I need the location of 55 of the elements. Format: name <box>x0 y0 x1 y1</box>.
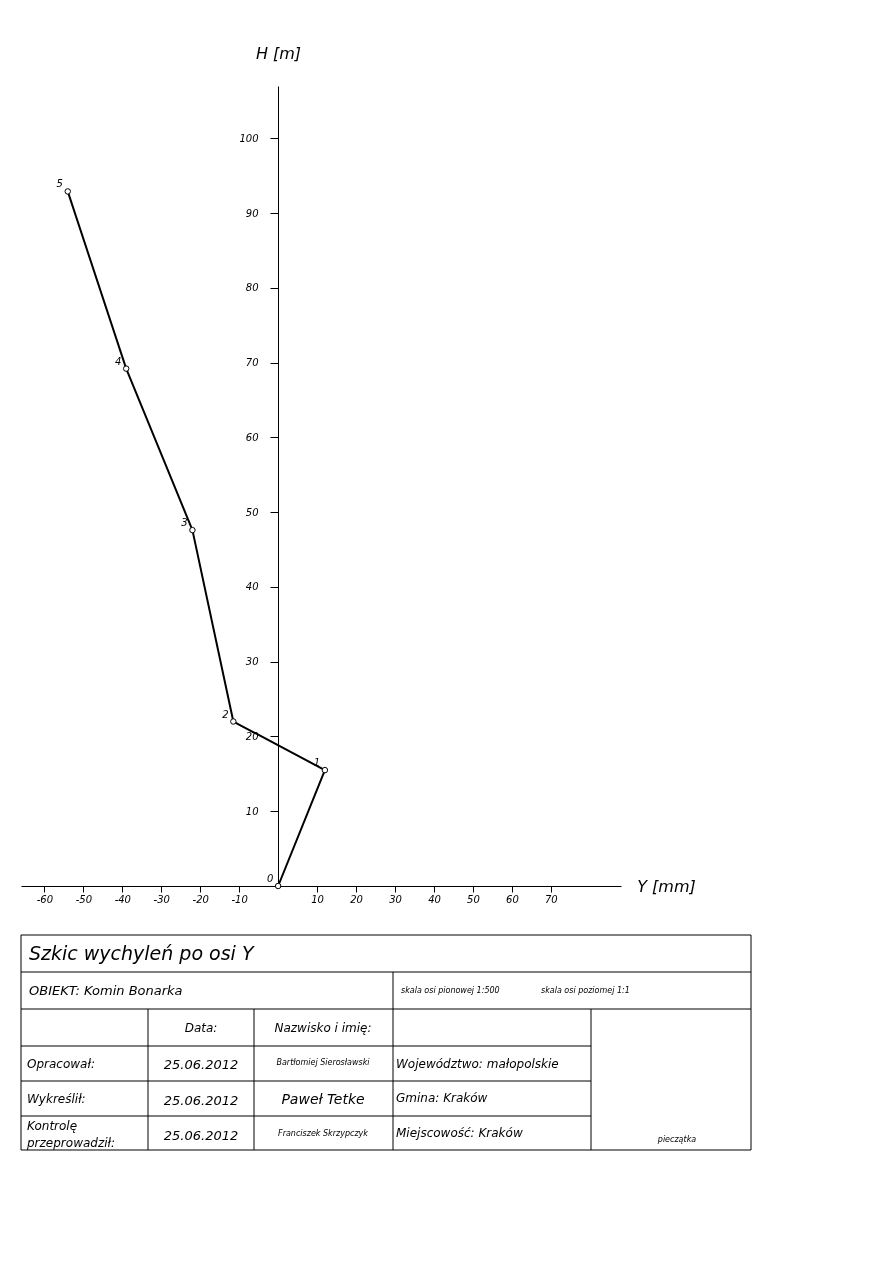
x-tick-label: 70 <box>545 893 558 905</box>
y-tick-label: 10 <box>245 805 259 817</box>
y-tick-label: 20 <box>245 730 259 742</box>
y-tick-label: 30 <box>245 656 259 668</box>
x-tick-label: -20 <box>192 893 209 905</box>
x-tick-label: 30 <box>389 893 402 905</box>
y-tick-label: 90 <box>245 207 259 219</box>
text: skala osi poziomej 1:1 <box>541 986 630 995</box>
point <box>321 766 329 774</box>
annotation: 0 <box>266 873 274 884</box>
text: Paweł Tetke <box>281 1091 365 1107</box>
text: Opracował: <box>27 1057 95 1071</box>
point <box>274 882 282 890</box>
x-tick-label: -50 <box>75 893 93 905</box>
text: Franciszek Skrzypczyk <box>278 1129 369 1138</box>
annotation: 2 <box>222 708 229 720</box>
x-tick-label: 40 <box>428 893 441 905</box>
x-tick-label: -60 <box>36 893 54 905</box>
y-axis-title: H [m] <box>255 43 302 63</box>
y-tick-label: 40 <box>245 581 259 593</box>
point <box>189 526 196 534</box>
x-axis-title: Y [mm] <box>637 876 696 896</box>
text: Data: <box>184 1021 218 1035</box>
x-tick-label: -10 <box>231 893 248 905</box>
point <box>122 365 130 372</box>
text: Kontrolę przeprowadził: <box>26 1118 116 1150</box>
text: Bartłomiej Sierosławski <box>276 1058 371 1067</box>
x-tick-label: 50 <box>467 893 480 905</box>
y-tick-label: 50 <box>245 506 259 518</box>
text: 25.06.2012 <box>163 1093 239 1108</box>
y-tick-label: 70 <box>245 357 259 369</box>
point <box>230 718 237 725</box>
x-tick-label: 60 <box>506 893 519 905</box>
text: Gmina: Kraków <box>396 1091 488 1105</box>
x-tick-label: -40 <box>114 893 131 905</box>
y-tick-label: 100 <box>239 132 259 144</box>
y-tick-label: 60 <box>245 431 259 443</box>
text: Miejscowość: Kraków <box>396 1126 523 1140</box>
text: OBIEKT: Komin Bonarka <box>29 983 183 998</box>
text: 25.06.2012 <box>163 1128 239 1143</box>
text: Województwo: małopolskie <box>396 1057 559 1071</box>
text: skala osi pionowej 1:500 <box>401 986 500 995</box>
text: Nazwisko i imię: <box>274 1021 372 1035</box>
x-tick-label: 20 <box>350 893 363 905</box>
annotation: 3 <box>181 517 188 529</box>
x-tick-label: 10 <box>311 893 324 905</box>
text: Wykreślił: <box>27 1092 86 1106</box>
annotation: 4 <box>115 355 122 367</box>
point <box>64 188 71 195</box>
y-tick-label: 80 <box>245 282 259 294</box>
text: Szkic wychyleń po osi Y <box>29 942 255 964</box>
text: pieczątka <box>656 1135 697 1144</box>
text: 25.06.2012 <box>163 1057 239 1072</box>
annotation: 5 <box>56 178 63 190</box>
x-tick-label: -30 <box>153 893 170 905</box>
